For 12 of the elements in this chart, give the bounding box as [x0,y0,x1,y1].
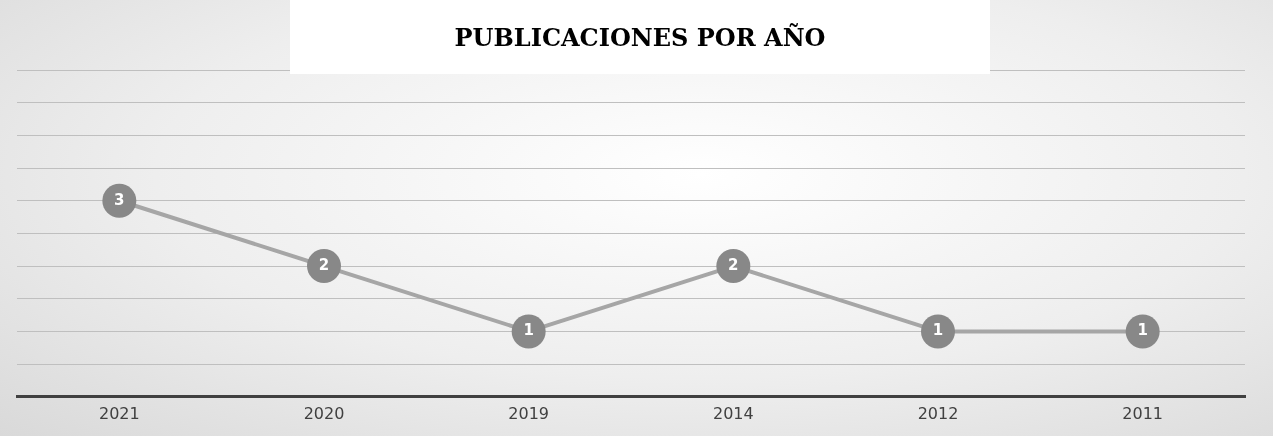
data-label: 2 [318,255,330,274]
x-tick-label: 2019 [508,403,550,423]
data-label: 1 [523,321,534,340]
data-label: 1 [1137,321,1148,340]
x-tick-label: 2012 [917,403,959,423]
x-tick-label: 2014 [712,403,754,423]
data-label: 2 [728,255,739,274]
x-tick-label: 2021 [98,403,140,423]
data-label: 3 [114,190,125,209]
x-tick-label: 2020 [303,403,345,423]
data-label: 1 [932,321,944,340]
x-tick-label: 2011 [1122,403,1164,423]
